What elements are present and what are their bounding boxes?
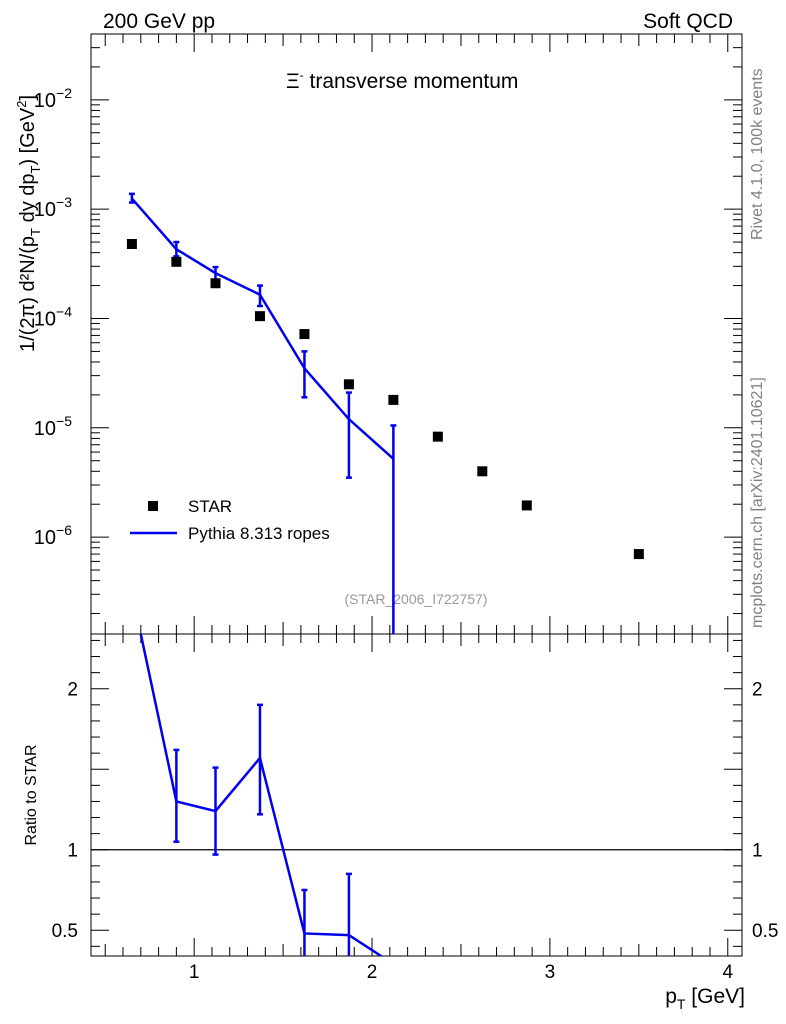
main-y-tick-label: 10−2 [34, 85, 72, 112]
main-data-layer [126, 192, 644, 634]
ratio-y-axis-label: Ratio to STAR [23, 744, 40, 845]
ratio-y-tick-label-left: 2 [67, 680, 78, 701]
side-label-source: mcplots.cern.ch [arXiv:2401.10621] [749, 377, 766, 628]
ratio-y-tick-label-left: 1 [67, 841, 78, 862]
ratio-y-tick-label-right: 0.5 [752, 921, 778, 942]
main-y-axis-label: 1/(2π) d²N/(pT dy dpT) [GeV2] [14, 95, 43, 352]
x-tick-labels: 1 2 3 4 [189, 962, 734, 983]
chart-title: Ξ- transverse momentum [286, 68, 518, 93]
ratio-plot-frame [90, 633, 743, 957]
legend-star-label: STAR [188, 497, 232, 516]
y-label-main: d²N/(p [17, 236, 39, 292]
y-label-unit-sup: 2 [14, 101, 29, 108]
main-y-tick-label: 10−5 [34, 413, 72, 440]
x-axis-label: pT [GeV] [665, 985, 745, 1012]
y-label-sub2: T [28, 166, 43, 174]
y-label-sub1: T [28, 228, 43, 236]
star-data-point [126, 238, 137, 249]
y-label-end: ) [GeV [17, 107, 39, 165]
x-tick-label: 2 [367, 962, 378, 983]
x-tick-label: 4 [722, 962, 733, 983]
star-data-point [254, 311, 265, 322]
ratio-y-tick-label-left: 0.5 [52, 921, 78, 942]
main-y-tick-label: 10−3 [34, 194, 72, 221]
legend: STAR Pythia 8.313 ropes [130, 497, 330, 543]
y-label-mid: dy dp [17, 174, 39, 228]
y-label-prefix: 1/(2π) [17, 297, 39, 352]
ratio-y-tick-labels: 0.5 0.5 1 1 2 2 [52, 680, 779, 943]
x-tick-label: 1 [189, 962, 200, 983]
star-data-point [633, 549, 644, 560]
y-label-close: ] [17, 95, 39, 101]
main-plot-frame [90, 33, 743, 635]
main-y-tick-label: 10−4 [34, 303, 72, 330]
star-data-point [388, 394, 399, 405]
ratio-line [139, 634, 384, 956]
analysis-id: (STAR_2006_I722757) [345, 591, 488, 607]
main-y-tick-labels: 10−2 10−3 10−4 10−5 10−6 [34, 85, 72, 549]
star-data-point [477, 466, 488, 477]
ratio-y-tick-label-right: 1 [752, 841, 763, 862]
x-label-main: p [665, 985, 677, 1008]
title-text: transverse momentum [310, 70, 519, 93]
ratio-y-tick-label-right: 2 [752, 680, 763, 701]
main-y-tick-label: 10−6 [34, 522, 72, 549]
star-data-point [171, 256, 182, 267]
pythia-line [130, 197, 395, 460]
main-axis-ticks [91, 33, 742, 634]
star-data-point [299, 329, 310, 340]
star-data-point [210, 278, 221, 289]
header-left: 200 GeV pp [103, 10, 215, 33]
legend-pythia-label: Pythia 8.313 ropes [188, 524, 330, 543]
x-tick-label: 3 [545, 962, 556, 983]
star-data-point [521, 500, 532, 511]
x-label-sub: T [677, 996, 686, 1012]
star-data-point [432, 431, 443, 442]
star-data-point [343, 379, 354, 390]
header-right: Soft QCD [643, 10, 733, 33]
ratio-axis-ticks [91, 634, 742, 956]
legend-star-marker [148, 501, 158, 511]
ratio-data-layer [91, 634, 742, 956]
side-label-rivet: Rivet 4.1.0, 100k events [749, 68, 766, 240]
title-symbol: Ξ [286, 70, 300, 93]
x-label-unit: [GeV] [691, 985, 745, 1008]
